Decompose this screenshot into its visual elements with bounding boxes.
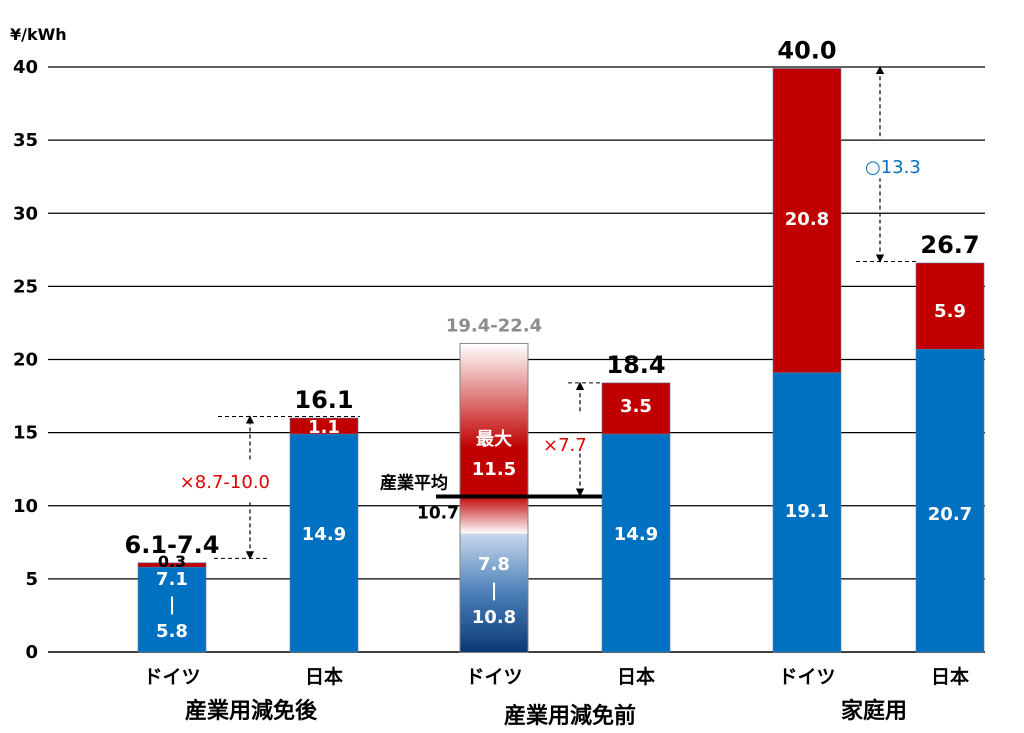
bar-value-label: 20.8 xyxy=(785,209,829,230)
group-label: 家庭用 xyxy=(841,698,907,724)
bar-total-label: 18.4 xyxy=(606,351,665,379)
y-axis: 0 5 10 15 20 25 30 35 40 ¥/kWh xyxy=(10,25,67,663)
bar-value-label: 20.7 xyxy=(928,504,972,525)
y-tick-label: 15 xyxy=(13,423,38,444)
bar-segment-surcharge xyxy=(289,417,359,435)
y-tick-label: 0 xyxy=(25,642,38,663)
bar-value-label: 3.5 xyxy=(620,396,652,417)
bar-value-label: | xyxy=(169,594,176,615)
bar-value-label: 11.5 xyxy=(472,459,516,480)
bar-value-label: 1.1 xyxy=(308,417,340,438)
y-tick-label: 5 xyxy=(25,569,38,590)
category-label: ドイツ xyxy=(778,666,835,688)
bar-segment-surcharge xyxy=(772,68,842,373)
bar-value-label: 7.8 xyxy=(478,554,510,575)
bar-segment-base xyxy=(915,348,985,653)
bar-total-label: 16.1 xyxy=(294,386,353,414)
bar-value-label: 5.9 xyxy=(934,301,966,322)
category-label: ドイツ xyxy=(465,666,522,688)
bar-segment-surcharge xyxy=(915,262,985,350)
bar-value-label: 14.9 xyxy=(302,524,346,545)
bar-segment-base xyxy=(601,433,671,653)
bar-value-label: 19.1 xyxy=(785,501,829,522)
bar-value-label: | xyxy=(491,580,498,601)
bar-value-label: 14.9 xyxy=(614,524,658,545)
y-tick-label: 40 xyxy=(13,57,38,78)
bar-total-label: 6.1-7.4 xyxy=(125,531,220,559)
y-axis-unit: ¥/kWh xyxy=(10,25,67,44)
bar-segment-base xyxy=(460,533,528,652)
ratio-annotation: ×7.7 xyxy=(543,435,587,456)
category-label: ドイツ xyxy=(143,666,200,688)
bar-total-label: 19.4-22.4 xyxy=(446,315,542,336)
bars: 6.1-7.4 16.1 19.4-22.4 18.4 40.0 26.7 7.1 | 5.8 0… xyxy=(125,36,985,653)
bar-value-label: 0.3 xyxy=(158,552,186,571)
group-label: 産業用減免前 xyxy=(504,703,636,729)
bar-total-label: 26.7 xyxy=(920,231,979,259)
category-label: 日本 xyxy=(931,665,969,688)
bar-segment-base xyxy=(772,372,842,653)
category-label: 日本 xyxy=(305,665,343,688)
industry-average-value: 10.7 xyxy=(417,504,459,524)
group-label: 産業用減免後 xyxy=(185,698,318,724)
bar-value-label: 5.8 xyxy=(156,621,188,642)
y-tick-label: 25 xyxy=(13,276,38,297)
annotations: 産業平均 10.7 ×8.7-10.0 ×7.7 ○13.3 xyxy=(180,65,921,560)
category-label: 日本 xyxy=(617,665,655,688)
bar-segment-surcharge xyxy=(601,382,671,435)
bar-segment-base xyxy=(137,566,207,653)
y-tick-label: 20 xyxy=(13,350,38,371)
bar-total-label: 40.0 xyxy=(777,36,836,64)
bar-value-label: 10.8 xyxy=(472,607,516,628)
y-tick-label: 30 xyxy=(13,203,38,224)
y-tick-label: 35 xyxy=(13,130,38,151)
bar-value-label: 最大 xyxy=(476,428,512,450)
bar-segment-surcharge xyxy=(137,562,207,568)
ratio-annotation: ×8.7-10.0 xyxy=(180,472,270,493)
bar-segment-surcharge xyxy=(460,343,528,534)
bar-value-label: 7.1 xyxy=(156,569,188,590)
y-tick-label: 10 xyxy=(13,496,38,517)
industry-average-label: 産業平均 xyxy=(380,473,448,494)
ratio-annotation: ○13.3 xyxy=(865,157,921,178)
